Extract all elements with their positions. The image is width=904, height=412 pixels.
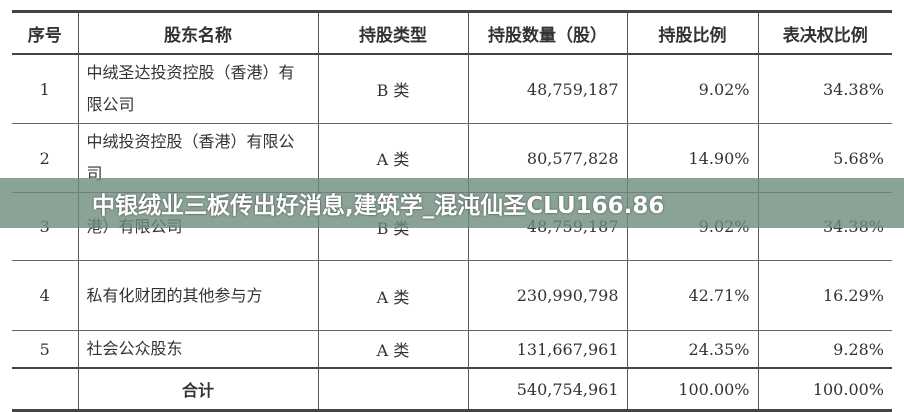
total-shares: 540,754,961: [467, 367, 628, 412]
banner-text: 中银绒业三板传出好消息,建筑学_混沌仙圣CLU166.86: [92, 193, 665, 219]
share-type: A 类: [317, 260, 469, 331]
share-ratio: 24.35%: [626, 330, 759, 369]
total-row: 合计 540,754,961 100.00% 100.00%: [12, 367, 892, 412]
table-row: 5 社会公众股东 A 类 131,667,961 24.35% 9.28%: [12, 330, 892, 369]
share-count: 48,759,187: [467, 54, 628, 124]
header-ratio: 持股比例: [626, 10, 759, 55]
share-type: B 类: [317, 54, 469, 124]
vote-ratio: 9.28%: [757, 330, 892, 369]
header-row: 序号 股东名称 持股类型 持股数量（股） 持股比例 表决权比例: [12, 10, 892, 55]
table-row: 4 私有化财团的其他参与方 A 类 230,990,798 42.71% 16.29%: [12, 260, 892, 331]
row-no: 5: [12, 330, 79, 369]
share-ratio: 9.02%: [626, 54, 759, 124]
header-name: 股东名称: [77, 10, 319, 55]
header-shares: 持股数量（股）: [467, 10, 628, 55]
shareholder-name: 社会公众股东: [77, 330, 319, 369]
shareholder-name: 私有化财团的其他参与方: [77, 260, 319, 331]
vote-ratio: 16.29%: [757, 260, 892, 331]
shareholder-name: 中绒圣达投资控股（香港）有限公司: [77, 54, 319, 124]
total-vote: 100.00%: [757, 367, 892, 412]
total-label: 合计: [77, 367, 319, 412]
share-type: A 类: [317, 330, 469, 369]
header-no: 序号: [12, 10, 79, 55]
row-no: 4: [12, 260, 79, 331]
title-banner: 中银绒业三板传出好消息,建筑学_混沌仙圣CLU166.86: [0, 178, 904, 228]
share-count: 131,667,961: [467, 330, 628, 369]
row-no: 1: [12, 54, 79, 124]
share-ratio: 42.71%: [626, 260, 759, 331]
header-type: 持股类型: [317, 10, 469, 55]
table-row: 1 中绒圣达投资控股（香港）有限公司 B 类 48,759,187 9.02% 34.38…: [12, 54, 892, 124]
header-vote: 表决权比例: [757, 10, 892, 55]
vote-ratio: 34.38%: [757, 54, 892, 124]
total-ratio: 100.00%: [626, 367, 759, 412]
share-count: 230,990,798: [467, 260, 628, 331]
